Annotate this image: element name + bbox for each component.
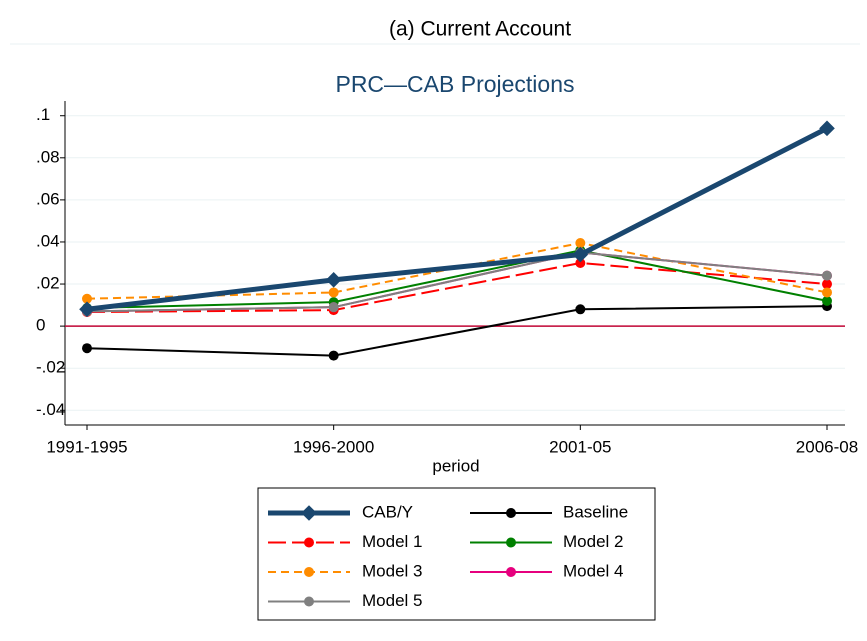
data-point: [575, 304, 586, 315]
legend-label: Model 5: [362, 591, 422, 610]
x-tick-label: 2006-08: [796, 437, 858, 456]
legend-label: Baseline: [563, 502, 628, 521]
x-tick-label: 1996-2000: [293, 437, 374, 456]
legend-marker: [304, 537, 314, 548]
data-point: [328, 302, 339, 313]
y-tick-label: .04: [36, 231, 60, 250]
y-tick-label: .06: [36, 189, 60, 208]
header-title: (a) Current Account: [389, 18, 571, 41]
legend-marker: [304, 567, 314, 577]
series-line: [86, 251, 828, 313]
legend-marker: [506, 508, 516, 518]
x-tick-label: 1991-1995: [46, 437, 127, 456]
data-point: [822, 270, 832, 281]
data-point: [575, 238, 586, 249]
data-point: [575, 258, 586, 268]
legend-marker: [506, 567, 516, 577]
data-point: [82, 293, 92, 304]
series-line: [86, 249, 828, 310]
legend-label: Model 4: [563, 561, 623, 580]
y-tick-label: 0: [36, 316, 45, 335]
series-line: [86, 305, 828, 357]
data-point: [822, 295, 832, 306]
legend-label: Model 2: [563, 532, 623, 551]
x-tick-label: 2001-05: [549, 437, 611, 456]
legend-marker: [304, 596, 314, 607]
series-line: [86, 126, 829, 312]
data-point: [572, 246, 589, 263]
y-tick-label: -.02: [36, 358, 65, 377]
data-point: [82, 343, 92, 354]
data-point: [822, 287, 832, 298]
data-point: [822, 279, 832, 290]
legend-box: [257, 487, 656, 621]
y-tick-label: .08: [36, 147, 60, 166]
data-point: [79, 301, 95, 318]
legend-label: Model 3: [362, 561, 422, 580]
x-axis-label: period: [432, 456, 479, 475]
y-tick-label: .1: [36, 105, 50, 124]
data-point: [328, 350, 339, 361]
data-point: [325, 272, 342, 288]
y-tick-label: -.04: [36, 400, 65, 419]
y-tick-label: .02: [36, 274, 60, 293]
legend-label: Model 1: [362, 532, 422, 551]
data-point: [819, 120, 835, 137]
data-point: [328, 287, 339, 298]
legend-label: CAB/Y: [362, 502, 413, 521]
chart-title: PRC—CAB Projections: [335, 71, 574, 97]
legend-marker: [301, 505, 317, 521]
legend-marker: [506, 537, 516, 548]
series-line: [86, 261, 828, 314]
